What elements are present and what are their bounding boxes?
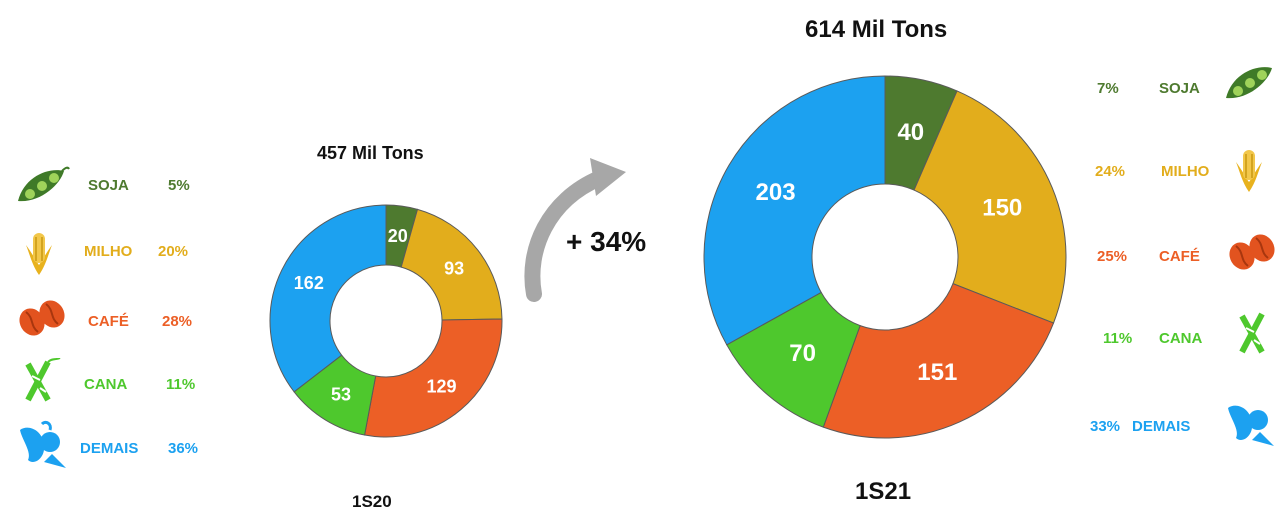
right-chart-period: 1S21 <box>855 478 912 505</box>
data-label-cana: 70 <box>789 340 816 367</box>
legend-label-demais-right: DEMAIS <box>1132 418 1191 435</box>
left-chart-title: 457 Mil Tons <box>317 143 424 163</box>
data-label-cafe: 151 <box>917 359 957 386</box>
slice-milho <box>400 208 503 321</box>
legend-pct-soja-right: 7% <box>1097 80 1119 97</box>
legend-pct-cafe-right: 25% <box>1097 248 1128 265</box>
corn-icon <box>1234 148 1264 199</box>
legend-label-cafe-right: CAFÉ <box>1159 248 1200 265</box>
sugarcane-icon <box>1232 310 1276 361</box>
soybean-icon <box>14 165 70 214</box>
data-label-soja: 20 <box>388 226 408 246</box>
data-label-cafe: 129 <box>426 377 456 397</box>
sugarcane-icon <box>18 357 62 409</box>
legend-pct-demais-right: 33% <box>1090 418 1121 435</box>
data-label-cana: 53 <box>331 384 351 404</box>
coffee-bean-icon <box>18 298 66 343</box>
data-label-soja: 40 <box>897 119 924 146</box>
data-label-milho: 93 <box>444 259 464 279</box>
growth-label: + 34% <box>566 226 647 257</box>
slice-milho <box>913 90 1067 324</box>
slice-demais <box>703 75 886 346</box>
coffee-bean-icon <box>1228 232 1276 277</box>
data-label-demais: 162 <box>294 273 324 293</box>
legend-pct-milho: 20% <box>158 243 189 260</box>
legend-pct-milho-right: 24% <box>1095 163 1126 180</box>
corn-icon <box>24 231 54 282</box>
data-label-demais: 203 <box>756 179 796 206</box>
soybean-icon <box>1222 62 1278 111</box>
legend-label-demais: DEMAIS <box>80 440 139 457</box>
legend-pct-soja: 5% <box>168 177 190 194</box>
legend-label-milho-right: MILHO <box>1161 163 1210 180</box>
donut-chart-1s21: 40 150 151 70 203 <box>703 75 1067 439</box>
left-chart-period: 1S20 <box>352 492 392 511</box>
legend-pct-cana-right: 11% <box>1103 330 1133 347</box>
slice-cafe <box>364 318 503 438</box>
legend-label-soja-right: SOJA <box>1159 80 1200 97</box>
vegetables-icon <box>14 420 70 475</box>
data-label-milho: 150 <box>982 195 1022 222</box>
legend-label-cana: CANA <box>84 376 128 393</box>
right-chart-title: 614 Mil Tons <box>805 16 948 43</box>
legend-label-cafe: CAFÉ <box>88 313 129 330</box>
legend-label-soja: SOJA <box>88 177 129 194</box>
legend-pct-cafe: 28% <box>162 313 193 330</box>
vegetables-icon <box>1222 398 1278 453</box>
legend-label-milho: MILHO <box>84 243 133 260</box>
slice-cafe <box>822 282 1055 439</box>
donut-chart-1s20: 20 93 129 53 162 <box>269 204 503 438</box>
slice-demais <box>269 204 387 393</box>
legend-pct-cana: 11% <box>166 376 196 393</box>
legend-label-cana-right: CANA <box>1159 330 1203 347</box>
legend-pct-demais: 36% <box>168 440 199 457</box>
